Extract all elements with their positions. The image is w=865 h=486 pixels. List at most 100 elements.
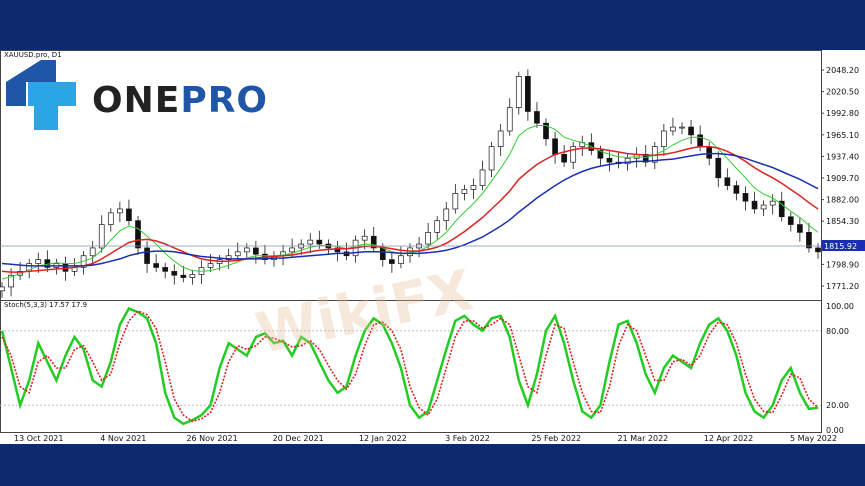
candle-body <box>243 247 250 253</box>
candle-body <box>289 247 295 253</box>
candle-body <box>0 286 5 292</box>
candle-body <box>379 247 386 260</box>
candle-body <box>398 255 404 264</box>
onepro-logo-icon <box>6 60 76 130</box>
candle-body <box>751 200 758 210</box>
candle-body <box>806 232 812 249</box>
candle-body <box>769 200 776 206</box>
date-tick-label: 5 May 2022 <box>790 434 837 443</box>
top-background-band <box>0 0 865 50</box>
current-price-label: 1815.92 <box>824 242 857 251</box>
candle-body <box>778 200 785 218</box>
candle-body <box>153 263 159 268</box>
candle-body <box>661 130 667 147</box>
price-tick-label: 1882.00 <box>826 196 859 205</box>
ma-slow-line <box>1 152 819 267</box>
candle-body <box>479 169 486 186</box>
candle-body <box>497 130 504 147</box>
candle-body <box>534 111 540 124</box>
candle-body <box>425 232 431 245</box>
candle-body <box>679 126 685 129</box>
chart-canvas[interactable]: 2048.20 2020.50 1992.80 1965.10 1937.40 1909.… <box>0 50 865 444</box>
candle-body <box>760 204 767 210</box>
candle-body <box>815 247 821 253</box>
price-tick-label: 1771.20 <box>826 282 859 291</box>
price-axis: 2048.20 2020.50 1992.80 1965.10 1937.40 1909.… <box>821 66 859 291</box>
candle-body <box>624 157 631 165</box>
candle-body <box>561 154 567 163</box>
price-tick-label: 2048.20 <box>826 66 859 75</box>
stoch-tick-label: 100.00 <box>826 302 854 311</box>
ma-mid-line <box>1 145 819 273</box>
candle-body <box>470 185 477 190</box>
candle-body <box>570 146 577 163</box>
current-price-badge <box>822 240 865 251</box>
price-tick-label: 1937.40 <box>826 152 859 161</box>
candle-body <box>515 76 522 108</box>
candle-body <box>253 247 259 255</box>
date-tick-label: 12 Apr 2022 <box>704 434 753 443</box>
candle-body <box>787 216 794 225</box>
candle-body <box>452 193 459 210</box>
candle-body <box>189 274 196 278</box>
candle-body <box>597 150 604 159</box>
candle-body <box>117 208 123 214</box>
candle-body <box>443 208 450 222</box>
moving-average-lines <box>1 125 819 280</box>
candle-body <box>234 251 241 257</box>
candle-body <box>606 157 613 163</box>
candle-body <box>180 274 187 278</box>
candle-body <box>733 185 740 194</box>
symbol-label: XAUUSD.pro, D1 <box>4 51 62 59</box>
candle-body <box>488 146 495 171</box>
date-tick-label: 4 Nov 2021 <box>100 434 146 443</box>
candle-body <box>207 263 214 268</box>
candle-body <box>107 212 114 225</box>
candle-body <box>389 259 395 264</box>
price-tick-label: 2020.50 <box>826 88 859 97</box>
candle-body <box>706 146 713 159</box>
date-tick-label: 3 Feb 2022 <box>445 434 490 443</box>
date-tick-label: 25 Feb 2022 <box>531 434 581 443</box>
candle-body <box>370 235 377 249</box>
price-tick-label: 1798.90 <box>826 260 859 269</box>
candle-body <box>8 274 14 288</box>
date-tick-label: 12 Jan 2022 <box>359 434 407 443</box>
date-axis: 13 Oct 2021 4 Nov 2021 26 Nov 2021 20 Dec 2… <box>14 434 837 443</box>
candle-body <box>361 235 368 241</box>
candle-body <box>35 259 42 264</box>
candle-body <box>742 193 749 202</box>
price-tick-label: 1992.80 <box>826 109 859 118</box>
stoch-tick-label: 80.00 <box>826 327 849 336</box>
chart-window[interactable]: 2048.20 2020.50 1992.80 1965.10 1937.40 1909.… <box>0 50 865 444</box>
date-tick-label: 20 Dec 2021 <box>273 434 324 443</box>
candle-body <box>334 247 341 253</box>
candle-body <box>171 270 178 276</box>
candle-body <box>642 154 649 163</box>
stoch-tick-label: 20.00 <box>826 401 849 410</box>
brand-name: ONEPRO <box>92 80 268 121</box>
bottom-background-band <box>0 444 865 486</box>
candle-body <box>525 76 531 112</box>
candle-body <box>461 189 468 194</box>
date-tick-label: 26 Nov 2021 <box>186 434 237 443</box>
stoch-tick-label: 0.00 <box>826 426 844 435</box>
candle-body <box>144 247 150 264</box>
candle-body <box>715 157 722 179</box>
candle-body <box>89 247 96 257</box>
stoch-panel-frame <box>0 300 822 433</box>
price-tick-label: 1854.30 <box>826 217 859 226</box>
candle-body <box>688 126 694 136</box>
candle-body <box>697 134 703 147</box>
date-tick-label: 21 Mar 2022 <box>618 434 669 443</box>
price-tick-label: 1909.70 <box>826 174 859 183</box>
candle-body <box>98 224 105 249</box>
stoch-axis: 100.00 80.00 20.00 0.00 <box>0 302 854 435</box>
stoch-label: Stoch(5,3,3) 17.57 17.9 <box>4 301 87 309</box>
candle-body <box>307 239 314 245</box>
candle-body <box>670 126 676 132</box>
date-tick-label: 13 Oct 2021 <box>14 434 63 443</box>
candle-body <box>126 208 132 222</box>
stoch-main-line <box>0 306 819 426</box>
candle-body <box>724 177 731 186</box>
